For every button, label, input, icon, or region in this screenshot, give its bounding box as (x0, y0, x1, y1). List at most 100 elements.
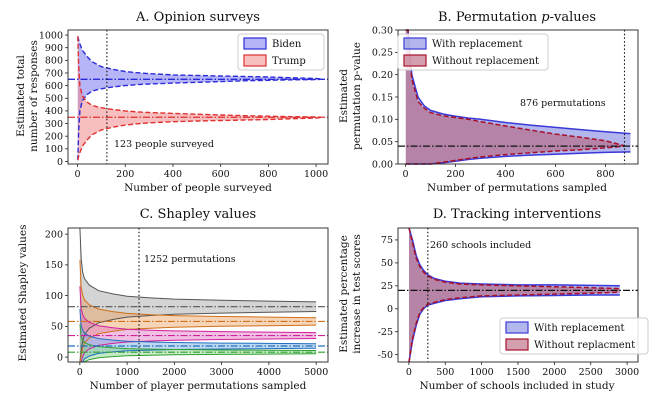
upper-player-1 (79, 227, 317, 303)
panel-a-axes-frame (67, 29, 329, 165)
panel-b-vline-annotation: 876 permutations (520, 98, 606, 109)
panel-b-legend-without-replacement: Without replacement (432, 56, 539, 67)
panel-b-title: B. Permutation p-values (438, 10, 596, 25)
upper-series-1 (408, 227, 620, 290)
panel-b-ylabel-line2: permutation p-value (351, 42, 363, 150)
y-tick-label: 0 (57, 157, 63, 168)
x-tick-label: 2500 (579, 367, 603, 378)
legend-swatch (505, 321, 529, 334)
x-tick-label: 200 (116, 169, 134, 180)
panel-b-legend: With replacement Without replacement (397, 33, 549, 71)
panel-a-title: A. Opinion surveys (135, 10, 260, 25)
x-tick-label: 800 (259, 169, 277, 180)
y-tick-label: 0.00 (372, 159, 393, 170)
panel-c-ylabel: Estimated Shapley values (17, 224, 29, 361)
lower-series-1 (408, 291, 620, 363)
y-tick-label: 500 (45, 94, 63, 105)
panel-d-legend-with-replacement: With replacement (534, 323, 625, 334)
y-tick-label: -50 (378, 350, 393, 361)
band-series-1 (405, 30, 625, 164)
legend-swatch (403, 37, 427, 50)
x-tick-label: 1000 (470, 367, 494, 378)
x-tick-label: 0 (75, 169, 81, 180)
upper-player-3 (79, 286, 317, 334)
panel-d-ylabel-line1: Estimated percentage (338, 235, 350, 353)
y-tick-label: 900 (45, 43, 63, 54)
y-tick-label: 75 (381, 235, 393, 246)
y-tick-label: 0.05 (372, 137, 393, 148)
y-tick-label: 100 (45, 144, 63, 155)
band-series-1 (409, 228, 620, 362)
panel-d-vline-annotation: 260 schools included (430, 240, 531, 251)
x-tick-label: 0 (77, 367, 83, 378)
upper-series-0 (408, 227, 620, 287)
upper-player-4 (79, 309, 317, 345)
y-tick-label: 1000 (39, 30, 63, 41)
x-tick-label: 0 (402, 169, 408, 180)
x-tick-label: 3000 (615, 367, 639, 378)
upper-biden (77, 36, 321, 80)
panel-a-ylabel-line1: Estimated total (15, 54, 27, 136)
panel-a-legend-trump: Trump (272, 56, 306, 67)
panel-d-legend-without-replacement: Without replacment (534, 340, 635, 351)
legend-swatch (505, 338, 529, 351)
panel-b-legend-with-replacement: With replacement (432, 39, 523, 50)
x-tick-label: 400 (496, 169, 514, 180)
y-tick-label: 0.25 (372, 48, 393, 59)
upper-series-1 (405, 29, 625, 147)
lower-player-2 (79, 324, 317, 363)
y-tick-label: 800 (45, 56, 63, 67)
panel-a-legend: Biden Trump (237, 33, 325, 71)
panel-b-xlabel: Number of permutations sampled (427, 182, 607, 194)
panel-a-vline-annotation: 123 people surveyed (114, 139, 214, 150)
panel-d-ylabel-line2: increase in test scores (351, 234, 363, 353)
legend-swatch (403, 54, 427, 67)
x-tick-label: 200 (446, 169, 464, 180)
legend-swatch (243, 37, 267, 50)
y-tick-label: 200 (45, 131, 63, 142)
panel-b-ylabel-line1: Estimated (338, 69, 350, 123)
panel-c-axes-frame (67, 227, 329, 363)
upper-player-5 (79, 324, 317, 351)
x-tick-label: 5000 (304, 367, 328, 378)
x-tick-label: 800 (596, 169, 614, 180)
x-tick-label: 2000 (162, 367, 186, 378)
panel-c-vline-annotation: 1252 permutations (144, 254, 236, 265)
panel-c-xlabel: Number of player permutations sampled (90, 380, 307, 392)
x-tick-label: 2000 (542, 367, 566, 378)
y-tick-label: 50 (51, 322, 63, 333)
x-tick-label: 1000 (115, 367, 139, 378)
y-tick-label: 25 (381, 281, 393, 292)
y-tick-label: 100 (45, 291, 63, 302)
y-tick-label: 0.10 (372, 115, 393, 126)
panel-d-xlabel: Number of schools included in study (419, 380, 614, 392)
y-tick-label: 0 (57, 352, 63, 363)
y-tick-label: 150 (45, 260, 63, 271)
y-tick-label: 700 (45, 68, 63, 79)
y-tick-label: 0.15 (372, 92, 393, 103)
y-tick-label: 300 (45, 119, 63, 130)
y-tick-label: 600 (45, 81, 63, 92)
lower-trump (77, 116, 321, 161)
x-tick-label: 4000 (257, 367, 281, 378)
panel-c-title: C. Shapley values (140, 207, 256, 222)
y-tick-label: 0.30 (372, 25, 393, 36)
panel-a-ylabel-line2: number of responses (28, 40, 40, 152)
panel-a-legend-biden: Biden (272, 39, 302, 50)
panel-a-xlabel: Number of people surveyed (124, 182, 272, 194)
x-tick-label: 500 (436, 367, 454, 378)
legend-swatch (243, 54, 267, 67)
y-tick-label: 50 (381, 258, 393, 269)
y-tick-label: 0.20 (372, 70, 393, 81)
x-tick-label: 1500 (506, 367, 530, 378)
panel-d-legend: With replacement Without replacment (499, 317, 649, 355)
y-tick-label: 0 (387, 304, 393, 315)
upper-trump (77, 36, 321, 118)
panel-a-opinion-surveys: A. Opinion surveys 0 200 400 600 800 1000 0 100… (15, 10, 329, 194)
x-tick-label: 3000 (210, 367, 234, 378)
panel-b-permutation-pvalues: B. Permutation p-values 0 200 400 600 800 0.0… (338, 10, 639, 194)
x-tick-label: 1000 (304, 169, 328, 180)
y-tick-label: -25 (378, 327, 393, 338)
upper-series-0 (405, 29, 631, 135)
